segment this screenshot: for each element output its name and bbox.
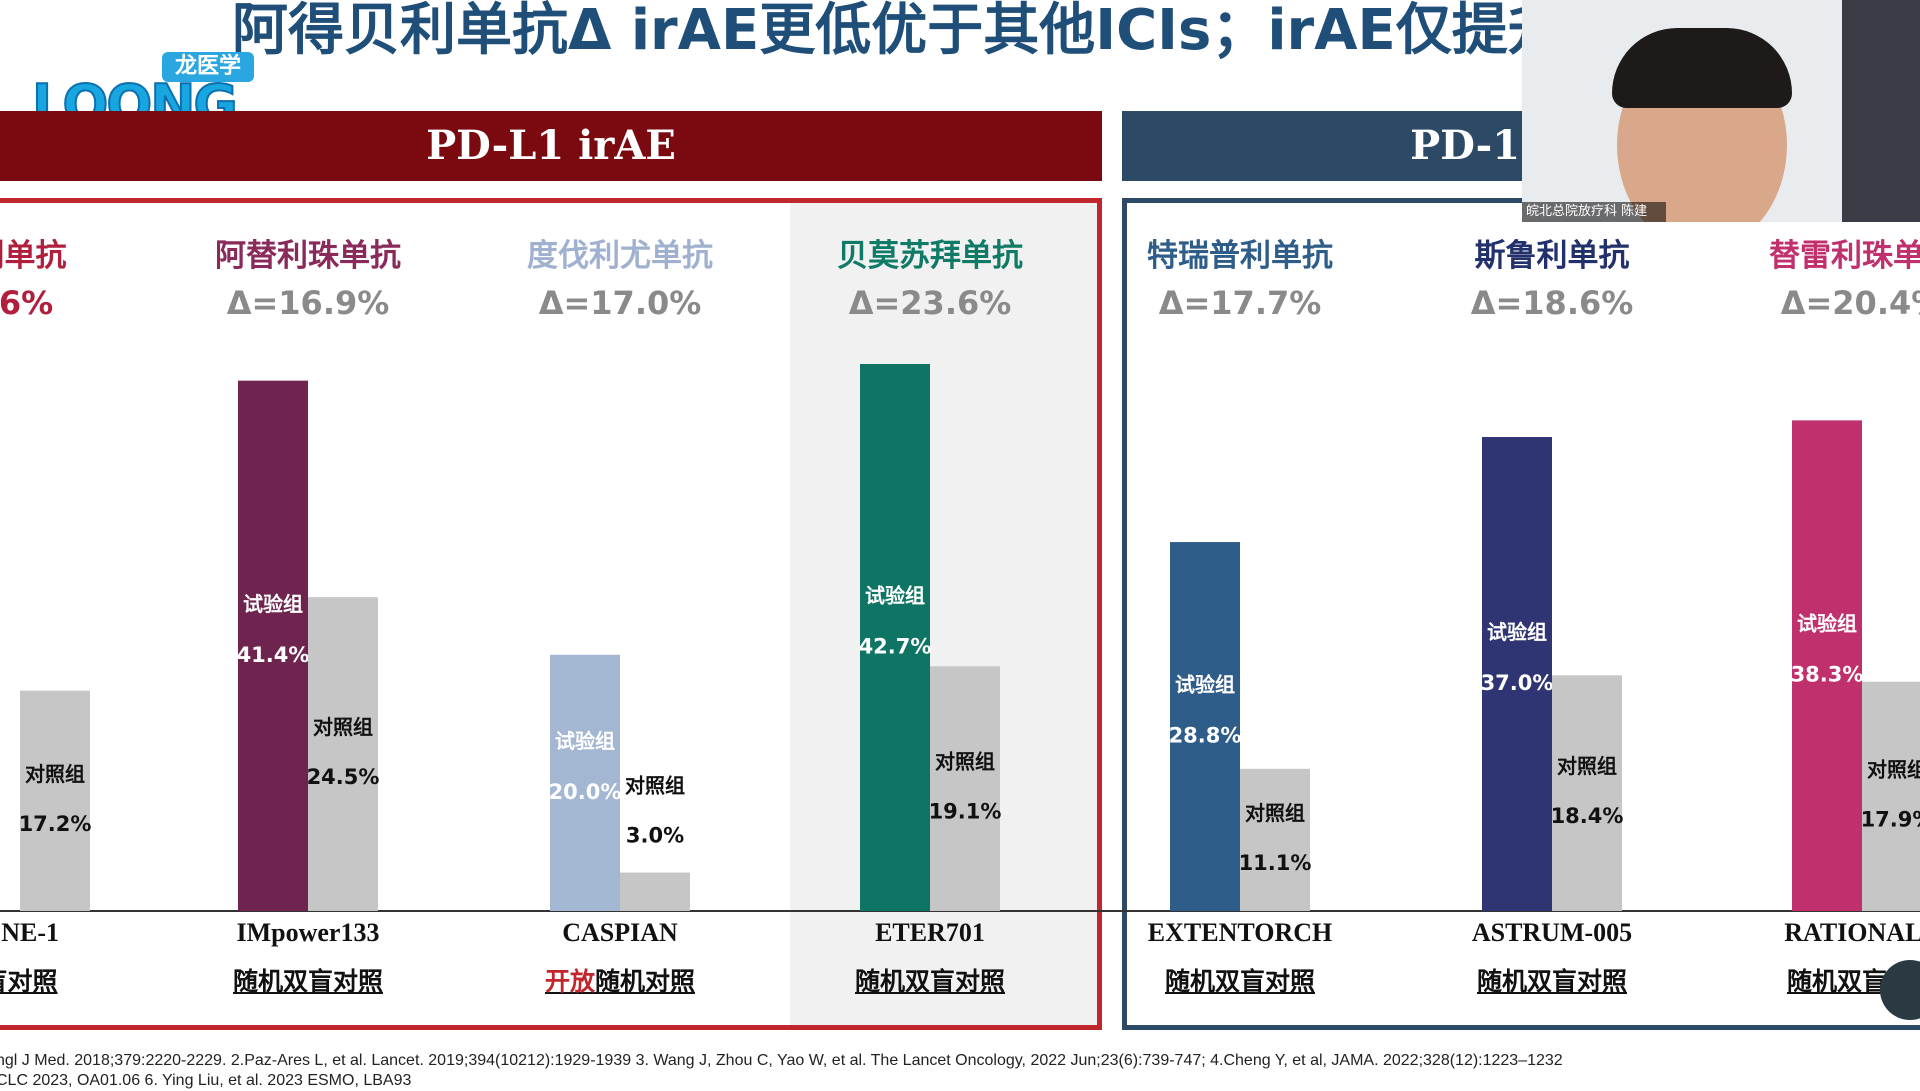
experiment-bar: [1170, 542, 1240, 911]
design-label: 随机双盲对照: [1164, 967, 1315, 996]
control-group-label: 对照组: [1557, 754, 1617, 778]
experiment-group-label: 试验组: [865, 584, 925, 608]
trial-name: RATIONALE: [1784, 918, 1920, 947]
control-bar: [930, 666, 1000, 911]
control-value-label: 24.5%: [307, 765, 380, 789]
presenter-hair: [1612, 28, 1792, 108]
banner-pd-l1: PD-L1 irAE: [0, 111, 1102, 181]
trial-name: IMpower133: [236, 918, 380, 947]
delta-value: Δ=18.6%: [1470, 284, 1634, 322]
control-group-label: 对照组: [25, 762, 85, 786]
design-label: 随机双盲对照: [854, 967, 1005, 996]
webcam-overlay: 皖北总院放疗科 陈建: [1522, 0, 1920, 222]
references: ngl J Med. 2018;379:2220-2229. 2.Paz-Are…: [0, 1051, 1696, 1091]
experiment-value-label: 20.0%: [549, 780, 622, 804]
experiment-group-label: 试验组: [1797, 612, 1857, 636]
experiment-bar: [238, 380, 308, 911]
control-bar: [308, 597, 378, 911]
experiment-bar: [1792, 420, 1862, 911]
webcam-caption: 皖北总院放疗科 陈建: [1522, 202, 1666, 222]
delta-value: Δ=17.0%: [538, 284, 702, 322]
reference-line-2: CLC 2023, OA01.06 6. Ying Liu, et al. 20…: [0, 1072, 412, 1089]
pd-1-panel: [1122, 198, 1920, 1030]
trial-name: CASPIAN: [562, 918, 678, 947]
experiment-value-label: 37.0%: [1481, 671, 1554, 695]
trial-name: EXTENTORCH: [1147, 918, 1333, 947]
control-value-label: 17.9%: [1861, 807, 1920, 831]
trial-design: 盲对照: [0, 962, 170, 998]
trial-design: 随机双盲对照: [780, 962, 1080, 998]
control-group-label: 对照组: [625, 774, 685, 798]
control-value-label: 18.4%: [1551, 804, 1624, 828]
drug-name: 斯鲁利单抗: [1474, 238, 1630, 274]
experiment-bar: [550, 654, 620, 911]
experiment-value-label: 41.4%: [237, 643, 310, 667]
logo-badge: 龙医学: [162, 52, 254, 82]
control-value-label: 17.2%: [19, 812, 92, 836]
control-value-label: 19.1%: [929, 800, 1002, 824]
control-bar: [620, 872, 690, 911]
trial-name: ONE-1: [0, 918, 59, 947]
control-group-label: 对照组: [1245, 801, 1305, 825]
trial-design: 开放随机对照: [470, 962, 770, 998]
trial-design: 随机双盲对照: [1402, 962, 1702, 998]
delta-value: Δ=20.4%: [1780, 284, 1920, 322]
experiment-value-label: 28.8%: [1169, 724, 1242, 748]
experiment-value-label: 38.3%: [1791, 663, 1864, 687]
control-group-label: 对照组: [313, 715, 373, 739]
control-bar: [1552, 675, 1622, 911]
trial-design: 随机双盲对照: [1090, 962, 1390, 998]
control-bar: [20, 690, 90, 911]
experiment-group-label: 试验组: [1487, 620, 1547, 644]
drug-name: 特瑞普利单抗: [1147, 238, 1333, 274]
delta-value: Δ=17.7%: [1158, 284, 1322, 322]
design-label: 随机对照: [595, 967, 696, 996]
experiment-bar: [1482, 437, 1552, 911]
drug-name: 利单抗: [0, 238, 67, 274]
design-label: 盲对照: [0, 967, 58, 996]
open-label: 开放: [544, 967, 595, 996]
drug-name: 贝莫苏拜单抗: [837, 238, 1023, 274]
control-group-label: 对照组: [1867, 757, 1920, 781]
trial-name: ASTRUM-005: [1471, 918, 1633, 947]
experiment-group-label: 试验组: [243, 592, 303, 616]
floating-widget-button[interactable]: [1880, 960, 1920, 1020]
trial-design: 随机双盲对照: [158, 962, 458, 998]
control-group-label: 对照组: [935, 750, 995, 774]
delta-value: .6%: [0, 284, 54, 322]
webcam-background: [1842, 0, 1920, 222]
design-label: 随机双盲对照: [1476, 967, 1627, 996]
drug-name: 替雷利珠单抗: [1769, 238, 1920, 274]
control-value-label: 3.0%: [626, 824, 684, 848]
reference-line-1: ngl J Med. 2018;379:2220-2229. 2.Paz-Are…: [0, 1052, 1563, 1069]
experiment-bar: [860, 364, 930, 911]
drug-name: 阿替利珠单抗: [215, 238, 401, 274]
control-bar: [1862, 681, 1920, 911]
pd-l1-panel: [0, 198, 1102, 1030]
delta-value: Δ=23.6%: [848, 284, 1012, 322]
design-label: 随机双盲对照: [232, 967, 383, 996]
trial-name: ETER701: [875, 918, 985, 947]
drug-name: 度伐利尤单抗: [527, 238, 713, 274]
control-value-label: 11.1%: [1239, 851, 1312, 875]
experiment-group-label: 试验组: [1175, 673, 1235, 697]
slide-title: 阿得贝利单抗Δ irAE更低优于其他ICIs；irAE仅提升: [232, 0, 1522, 63]
control-bar: [1240, 768, 1310, 911]
experiment-group-label: 试验组: [555, 729, 615, 753]
experiment-value-label: 42.7%: [859, 635, 932, 659]
delta-value: Δ=16.9%: [226, 284, 390, 322]
